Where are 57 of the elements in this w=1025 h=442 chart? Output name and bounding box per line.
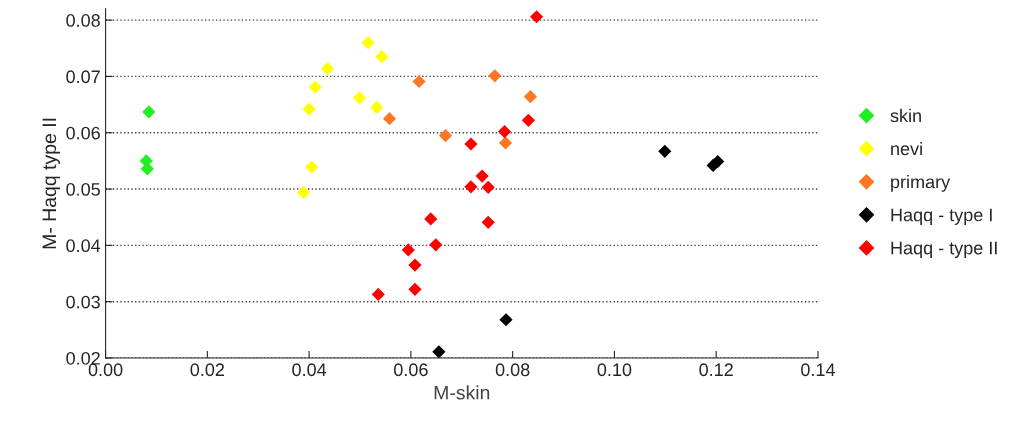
y-tick-label: 0.06	[66, 126, 100, 140]
point	[408, 258, 422, 272]
point	[371, 287, 385, 301]
y-axis-title: M- Haqq type II	[42, 118, 61, 249]
legend-label: primary	[891, 175, 951, 192]
x-axis-title: M-skin	[434, 385, 490, 400]
point	[432, 345, 446, 359]
x-tick-label: 0.14	[801, 363, 835, 377]
point	[464, 180, 478, 194]
point	[412, 74, 426, 89]
point	[401, 243, 415, 257]
point	[429, 238, 443, 252]
point	[521, 113, 536, 127]
x-tick-label: 0.04	[292, 363, 327, 377]
point	[352, 91, 367, 105]
point	[499, 313, 513, 327]
x-tick-label: 0.12	[699, 363, 733, 377]
point	[438, 128, 453, 143]
point	[711, 154, 725, 169]
y-tick-label: 0.07	[66, 70, 100, 84]
point	[375, 50, 389, 64]
legend-label: Haqq - type I	[891, 208, 992, 225]
point	[523, 90, 538, 104]
y-tick-label: 0.05	[66, 183, 100, 196]
point	[320, 61, 335, 76]
point	[497, 125, 512, 139]
x-tick-label: 0.02	[190, 363, 225, 377]
point	[370, 100, 384, 114]
y-tick-label: 0.02	[66, 351, 100, 365]
x-tick-label: 0.00	[88, 363, 123, 377]
y-tick-label: 0.04	[66, 239, 101, 253]
y-tick-label: 0.08	[66, 14, 100, 27]
x-tick-label: 0.06	[394, 363, 428, 377]
y-tick-label: 0.03	[66, 295, 100, 309]
legend-label: Haqq - type II	[891, 241, 997, 259]
legend-label: skin	[890, 108, 921, 123]
point	[498, 136, 513, 150]
point	[464, 137, 478, 151]
point	[488, 69, 502, 83]
point	[424, 212, 438, 226]
point	[658, 144, 672, 158]
point	[475, 169, 489, 183]
point	[481, 215, 495, 229]
point	[382, 112, 397, 126]
point	[302, 102, 316, 116]
legend-label: nevi	[891, 141, 922, 156]
point	[408, 282, 422, 296]
x-tick-label: 0.08	[495, 363, 530, 377]
point	[142, 105, 156, 119]
point	[361, 36, 375, 50]
point	[305, 160, 319, 174]
point	[481, 180, 495, 194]
point	[296, 185, 311, 200]
point	[529, 10, 544, 24]
point	[140, 162, 154, 176]
point	[308, 80, 322, 94]
x-tick-label: 0.10	[597, 363, 632, 377]
